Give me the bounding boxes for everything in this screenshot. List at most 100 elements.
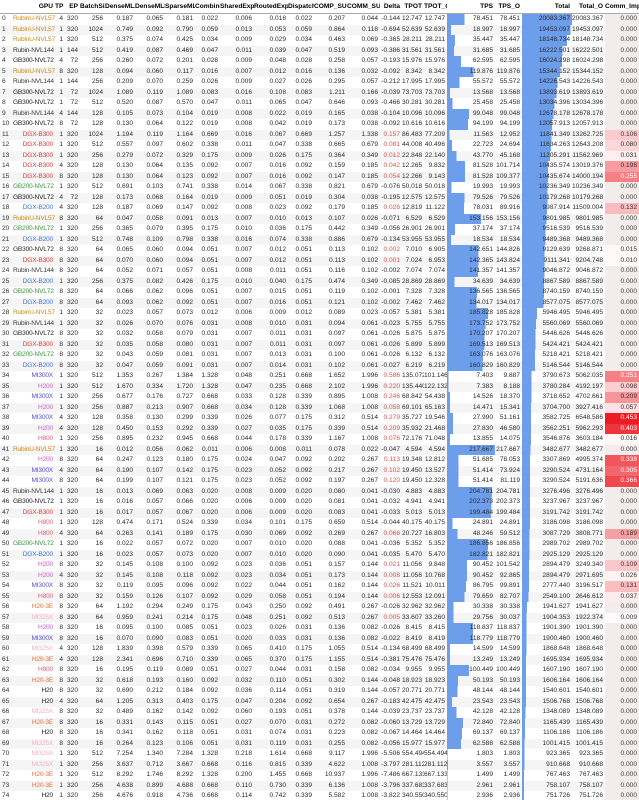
cell-Total: 3307.869 [522,455,572,466]
cell-TPOT: 20.771 [402,687,423,694]
row-index: 40 [2,435,10,442]
cell-DenseMLA: 0.195 [116,666,133,673]
cell-EP: 320 [66,613,78,621]
cell-GPU: DGX-B300 [22,141,53,148]
cell-Comm_Impact: 0.000 [605,644,639,655]
cell-Total: 1904.353 [522,612,572,623]
cell-GPU: MI300X [31,372,53,379]
cell-SparseMLA: 0.094 [176,246,193,253]
table-row: 60 MI325X 4 320 128 1.839 0.398 0.579 0.339 0.065… [0,644,639,655]
cell-SparseMLA: 0.181 [176,15,193,22]
row-index: 72 [2,771,10,778]
table-row: 41 RubinU-NVL576 1 320 16 0.012 0.056 0.062 0.01… [0,444,639,455]
cell-TPS_O: 204.781 [496,487,520,495]
cell-TPS_O: 173.752 [496,319,520,327]
cell-DenseMLA: 0.279 [116,151,133,159]
cell-EP: 72 [70,120,78,127]
cell-Combine: 0.092 [201,162,218,169]
cell-SharedExpert: 0.006 [235,498,252,505]
row-index: 30 [2,330,10,337]
cell-COMP_SUM: 0.821 [328,183,345,190]
cell-Total: 5446.626 [522,329,572,340]
cell-DenseMLA: 0.187 [116,204,133,211]
cell-Total_O: 3603.184 [575,435,603,442]
cell-Combine: 0.175 [201,477,218,484]
cell-SparseMLA: 1.164 [176,130,193,138]
cell-Delta: -0.056 [381,739,400,747]
cell-SharedExpert: 0.043 [235,603,252,610]
cell-Combine: 0.059 [201,25,218,33]
cell-TP: 4 [59,15,63,22]
cell-SparseMLA: 0.066 [176,498,193,505]
cell-Comm_Impact: 0.000 [605,13,639,25]
cell-BatchSize: 256 [91,57,103,64]
cell-TPS: 7.383 [447,381,495,392]
cell-TPOT: 15.977 [402,739,423,747]
cell-Delta: 0.586 [383,372,400,379]
row-index: 74 [2,792,10,799]
cell-TPOT_O: 17.995 [424,78,445,85]
cell-TPOT_O: 7.074 [428,267,445,274]
cell-COMP_SUM: 0.116 [328,267,345,274]
row-index: 9 [2,109,6,117]
cell-Comm_Impact: 0.251 [605,371,639,382]
cell-Dispatch: 0.051 [295,687,312,694]
cell-TP: 4 [59,204,63,211]
cell-GPU: DGX-B300 [22,340,53,348]
cell-Dispatch: 0.047 [295,46,312,54]
cell-Total_O: 1607.190 [575,666,603,673]
cell-Total_O: 1922.374 [575,613,603,621]
cell-Total: 3290.524 [522,465,572,476]
cell-Total_O: 1606.164 [575,676,603,684]
cell-BatchSize: 32 [95,319,103,327]
cell-RoutedExpert: 0.119 [269,739,286,747]
cell-BatchSize: 512 [91,372,103,379]
cell-COMP_SUM: 0.364 [328,151,345,159]
cell-SharedExpert: 0.116 [235,760,252,768]
cell-TPOT: 554.494 [402,750,424,757]
cell-BatchSize: 32 [95,340,103,348]
table-row: 21 DGX-B200 1 320 512 0.748 0.109 0.798 0.338 0.0… [0,234,639,245]
cell-EP: 320 [66,183,78,190]
cell-SharedExpert: 0.007 [235,246,252,253]
cell-Combine: 0.051 [201,298,218,306]
row-index: 2 [2,36,6,43]
cell-TPS: 169.513 [447,339,495,350]
cell-TPOT_O: 68.499 [424,645,445,652]
cell-SharedExpert: 0.016 [235,88,252,96]
cell-TPS_O: 94.199 [499,120,520,127]
cell-Total: 16222.501 [522,45,572,56]
row-index: 63 [2,676,10,684]
cell-Delta: -0.034 [381,666,400,673]
cell-Combine: 0.047 [201,46,218,54]
cell-RoutedExpert: 0.016 [269,162,286,169]
row-index: 44 [2,477,10,484]
cell-COMP_SUM: 0.165 [328,109,345,117]
cell-Dispatch: 0.031 [295,666,312,673]
cell-COMM_SUM: 1.008 [361,760,378,768]
cell-EP: 320 [66,130,78,138]
cell-TPOT_O: 4.941 [428,498,445,505]
cell-EP: 320 [66,330,78,337]
cell-GPU: H200 [38,382,53,390]
cell-BatchSize: 256 [91,277,103,285]
cell-Comm_Impact: 0.000 [605,329,639,340]
cell-TPS: 13.568 [447,87,495,98]
cell-COMP_SUM: 0.272 [328,718,345,726]
cell-EP: 320 [66,708,78,715]
table-row: 55 H800 8 320 32 0.159 0.126 0.107 0.092 0.029 0.0… [0,591,639,602]
cell-TPOT: 6.219 [405,361,422,369]
row-index: 49 [2,529,10,537]
cell-DenseMLA: 0.677 [116,393,133,400]
cell-Dispatch: 0.668 [295,372,312,379]
column-header-Total_O: Total_O [572,0,605,14]
cell-SparseMLA: 1.089 [176,88,193,96]
cell-DenseMLP: 0.062 [146,288,163,295]
cell-TPS: 35.447 [447,35,495,46]
cell-COMM_SUM: 0.514 [361,655,378,663]
table-row: 37 H200 1 320 256 0.887 0.213 0.907 0.668 0.034 0.… [0,402,639,413]
cell-DenseMLA: 0.331 [116,718,133,726]
cell-TPS_O: 118.779 [496,634,520,642]
cell-RoutedExpert: 0.251 [269,613,286,621]
cell-Comm_Impact: 0.000 [605,728,639,739]
